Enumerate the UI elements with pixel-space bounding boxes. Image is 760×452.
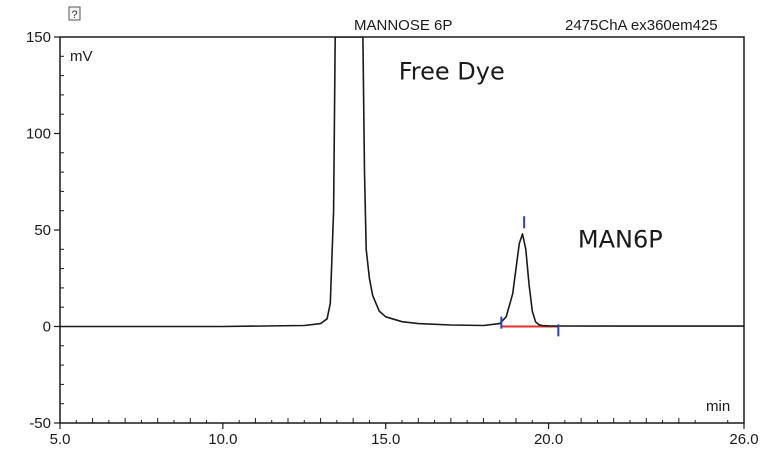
y-tick-label: 150 — [26, 29, 51, 46]
x-axis-unit-label: min — [706, 398, 730, 415]
peak-annotation: MAN6P — [578, 225, 663, 253]
sample-name: MANNOSE 6P — [354, 17, 452, 34]
svg-text:?: ? — [72, 9, 78, 21]
y-tick-label: -50 — [29, 415, 51, 432]
y-axis-unit-label: mV — [70, 48, 93, 65]
y-tick-label: 100 — [26, 126, 51, 143]
x-tick-label: 5.0 — [50, 431, 71, 448]
axes: 5.0 10.0 15.0 20.0 26.0 150 100 50 0 -50 — [26, 29, 759, 448]
chromatogram-trace — [60, 37, 744, 328]
header-bar: ? MANNOSE 6P 2475ChA ex360em425 — [68, 6, 718, 34]
report-icon[interactable]: ? — [68, 6, 81, 21]
plot-area: Free Dye MAN6P — [60, 37, 744, 337]
x-tick-label: 15.0 — [371, 431, 400, 448]
x-tick-label: 26.0 — [729, 431, 758, 448]
y-tick-label: 50 — [34, 222, 51, 239]
channel-label: 2475ChA ex360em425 — [565, 17, 718, 34]
y-tick-label: 0 — [43, 319, 51, 336]
x-tick-label: 10.0 — [208, 431, 237, 448]
peak-annotation: Free Dye — [399, 57, 505, 85]
x-tick-label: 20.0 — [534, 431, 563, 448]
